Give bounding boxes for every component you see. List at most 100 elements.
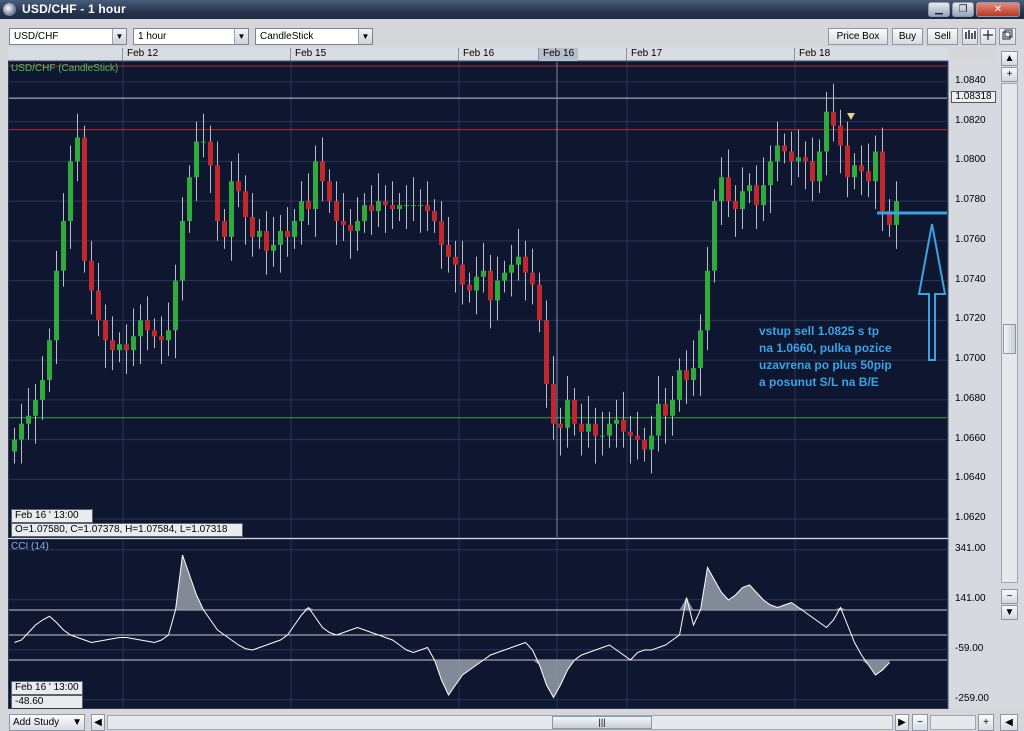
vertical-scrollbar-thumb[interactable] [1003,324,1016,354]
annotation-arrow-icon [917,223,947,361]
candle-body [859,165,864,172]
candle [376,173,381,227]
minimize-button[interactable]: ▁ [928,2,950,17]
candle-body [817,151,822,182]
candle [54,250,59,365]
zoom-out-button[interactable]: − [1001,589,1018,604]
candle [152,318,157,349]
chevron-down-icon[interactable]: ▼ [234,29,248,44]
candle-body [117,344,122,351]
candle-body [684,370,689,380]
candle [26,387,31,440]
horizontal-scrollbar-track[interactable]: ||| [107,715,893,730]
candle [642,427,647,462]
zoom-out-horizontal-button[interactable]: − [912,714,928,731]
candle [831,83,836,142]
chevron-down-icon[interactable]: ▼ [112,29,126,44]
candle-body [593,423,598,436]
price-tick-label: 1.0700 [955,353,986,365]
candle-body [194,141,199,178]
candle-body [628,431,633,436]
candle [131,308,136,367]
candle [719,157,724,225]
cci-axis: 341.00 141.00 -59.00 -259.00 [948,539,996,709]
candle-body [754,185,759,206]
candle-body [677,370,682,400]
price-chart-panel[interactable]: USD/CHF (CandleStick) Feb 16 ' 13:00 O=1… [8,61,948,538]
cursor-date-box: Feb 16 ' 13:00 [11,509,93,523]
candle [733,185,738,237]
candle-body [663,403,668,416]
candle [509,244,514,297]
candle [621,391,626,448]
zoom-in-horizontal-button[interactable]: + [978,714,994,731]
candlestick-chart[interactable] [9,62,948,538]
zoom-in-button[interactable]: + [1001,67,1018,82]
candle-body [726,177,731,202]
candle-body [565,399,570,428]
chevron-down-icon[interactable]: ▼ [358,29,372,44]
candle [222,209,227,249]
candle-body [810,161,815,182]
candle-body [257,230,262,237]
close-button[interactable]: ✕ [976,2,1020,17]
candle-body [131,336,136,351]
sell-button[interactable]: Sell [927,28,958,45]
candle-body [411,205,416,207]
candle-body [705,270,710,331]
scroll-up-button[interactable]: ▲ [1001,51,1018,66]
chart-style-icon[interactable] [962,28,978,45]
cci-tick-label: -259.00 [955,692,989,704]
candle-body [495,280,500,301]
candle-body [75,137,80,162]
chart-type-select[interactable]: CandleStick ▼ [255,28,373,45]
candle-body [691,368,696,380]
date-label-cursor: Feb 16 [538,48,578,61]
candle [726,149,731,218]
candle [40,356,45,420]
candle-body [488,270,493,301]
candle-body [852,165,857,178]
current-price-box: 1.08318 [951,91,996,104]
timeframe-select[interactable]: 1 hour ▼ [133,28,249,45]
candle-body [166,330,171,341]
crosshair-icon[interactable] [980,28,996,45]
candle [586,395,591,448]
candle [628,415,633,464]
candle-body [334,201,339,221]
candle [159,316,164,365]
symbol-select[interactable]: USD/CHF ▼ [9,28,127,45]
candle [558,407,563,456]
candle [579,403,584,456]
candle [432,199,437,233]
candle-body [635,435,640,440]
candle-body [278,230,283,245]
vertical-scrollbar-track[interactable] [1001,83,1018,583]
candle [299,181,304,245]
scroll-down-button[interactable]: ▼ [1001,605,1018,620]
candle [565,376,570,448]
candle-body [145,320,150,331]
price-panel-title: USD/CHF (CandleStick) [11,63,119,74]
scroll-right-button[interactable]: ▶ [895,714,909,731]
cci-indicator-chart[interactable] [9,540,948,709]
candle [257,219,262,249]
add-study-button[interactable]: Add Study ▼ [9,714,85,731]
trade-annotation: vstup sell 1.0825 s tp na 1.0660, pulka … [759,324,892,389]
price-box-button[interactable]: Price Box [828,28,888,45]
candle [180,197,185,301]
buy-button[interactable]: Buy [892,28,923,45]
timeframe-value: 1 hour [138,31,167,42]
undock-icon[interactable] [999,28,1016,45]
candle-body [446,244,451,257]
cci-panel[interactable]: CCI (14) Feb 16 ' 13:00 -48.60 [8,539,948,709]
restore-button[interactable]: ❐ [952,2,974,17]
candle-body [124,344,129,351]
candle [859,145,864,196]
scroll-end-button[interactable]: ◀ [1000,714,1018,731]
scroll-left-button[interactable]: ◀ [91,714,105,731]
price-tick-label: 1.0800 [955,154,986,166]
zoom-track[interactable] [930,715,976,730]
horizontal-scrollbar-thumb[interactable]: ||| [552,716,652,729]
price-tick-label: 1.0760 [955,233,986,245]
